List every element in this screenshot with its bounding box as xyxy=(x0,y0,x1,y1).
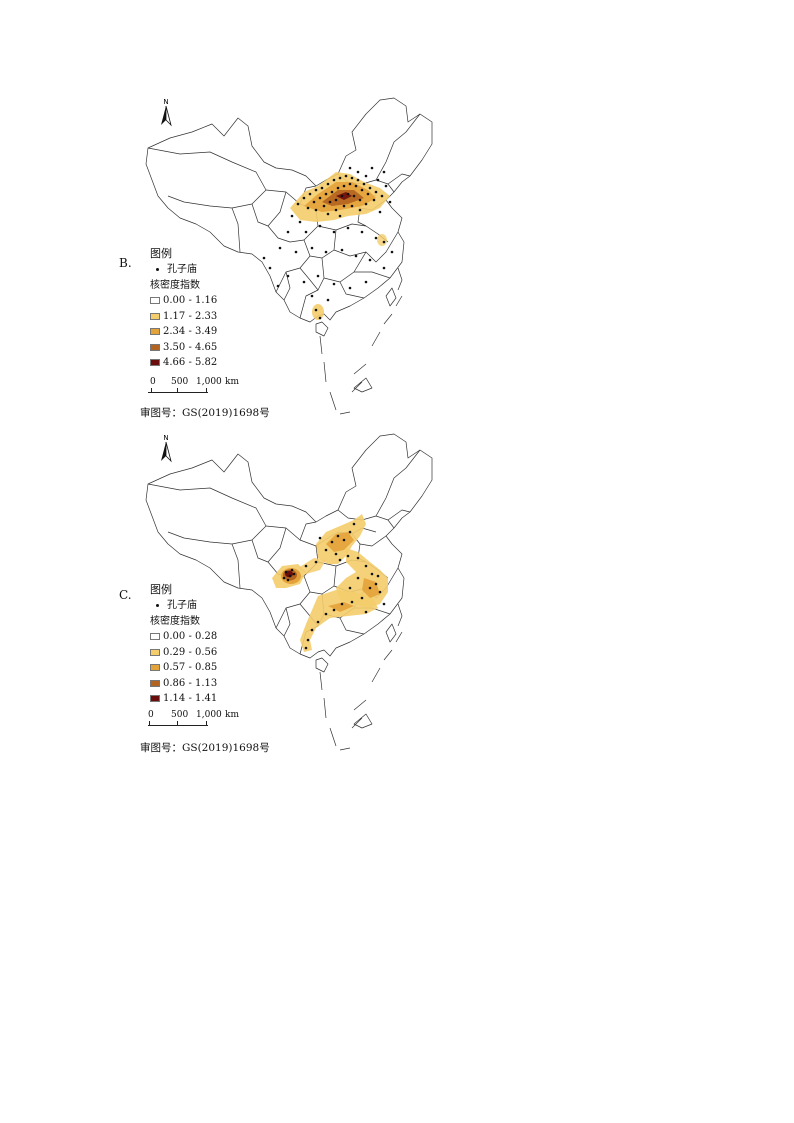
legend-class-range: 0.00 - 1.16 xyxy=(163,295,218,307)
panel-label: B. xyxy=(119,256,132,270)
legend-swatch xyxy=(150,359,160,367)
scale-tick-label: 1,000 xyxy=(196,377,222,387)
legend-point-entry: 孔子庙 xyxy=(150,262,217,278)
legend-swatch xyxy=(150,312,160,320)
legend-title: 图例 xyxy=(150,247,172,260)
confucius-temple-points-b xyxy=(262,166,394,320)
confucius-temple-points-c xyxy=(282,522,386,650)
panel-label: C. xyxy=(119,588,132,602)
legend-class-range: 4.66 - 5.82 xyxy=(163,357,218,369)
legend-point-label: 孔子庙 xyxy=(167,600,197,612)
legend-class-range: 0.57 - 0.85 xyxy=(163,662,218,674)
scale-bar: 0 500 1,000 km xyxy=(148,710,268,726)
legend-class: 0.00 - 1.16 xyxy=(150,293,217,309)
legend-swatch xyxy=(150,679,160,687)
legend-class-range: 0.86 - 1.13 xyxy=(163,677,218,689)
legend-swatch xyxy=(150,297,160,305)
legend-point-entry: 孔子庙 xyxy=(150,598,217,614)
legend-swatch xyxy=(150,648,160,656)
legend-class-range: 0.00 - 0.28 xyxy=(163,631,218,643)
point-symbol-icon xyxy=(156,604,159,608)
legend-density-title: 核密度指数 xyxy=(150,279,200,291)
legend-swatch xyxy=(150,343,160,351)
scale-tick-label: 0 xyxy=(150,377,156,387)
china-map-b: N xyxy=(145,97,433,415)
legend-class: 0.00 - 0.28 xyxy=(150,629,217,645)
north-arrow: N xyxy=(161,434,172,463)
kde-hotspots-b xyxy=(290,172,390,320)
legend-swatch xyxy=(150,633,160,641)
legend-class-range: 0.29 - 0.56 xyxy=(163,646,218,658)
legend-class: 0.86 - 1.13 xyxy=(150,676,217,692)
legend-density-title: 核密度指数 xyxy=(150,615,200,627)
map-panel-b: N xyxy=(0,92,794,432)
legend-class: 4.66 - 5.82 xyxy=(150,355,217,371)
north-label: N xyxy=(163,434,168,442)
kde-hotspots-c xyxy=(272,514,388,652)
legend-class-range: 1.17 - 2.33 xyxy=(163,310,218,322)
legend-swatch xyxy=(150,328,160,336)
legend-point-label: 孔子庙 xyxy=(167,264,197,276)
legend-class: 1.17 - 2.33 xyxy=(150,309,217,325)
legend-class: 0.29 - 0.56 xyxy=(150,645,217,661)
legend-class: 3.50 - 4.65 xyxy=(150,340,217,356)
legend: 图例 孔子庙 核密度指数 0.00 - 1.16 1.17 - 2.33 2.3… xyxy=(150,246,217,371)
map-review-number: 审图号：GS(2019)1698号 xyxy=(140,407,270,419)
scale-tick-label: 500 xyxy=(171,377,189,387)
legend-swatch xyxy=(150,695,160,703)
scale-tick-label: 500 xyxy=(171,710,189,720)
legend-class-range: 1.14 - 1.41 xyxy=(163,693,218,705)
map-panel-c: N xyxy=(0,428,794,768)
legend-class: 2.34 - 3.49 xyxy=(150,324,217,340)
scale-bar: 0 500 1,000 km xyxy=(148,377,268,393)
legend-class: 1.14 - 1.41 xyxy=(150,691,217,707)
scale-tick-label: 1,000 xyxy=(196,710,222,720)
legend-swatch xyxy=(150,664,160,672)
legend-title: 图例 xyxy=(150,583,172,596)
scale-unit: km xyxy=(225,377,239,387)
north-label: N xyxy=(163,98,168,106)
legend-class-range: 3.50 - 4.65 xyxy=(163,341,218,353)
legend: 图例 孔子庙 核密度指数 0.00 - 0.28 0.29 - 0.56 0.5… xyxy=(150,582,217,707)
legend-class-range: 2.34 - 3.49 xyxy=(163,326,218,338)
point-symbol-icon xyxy=(156,268,159,272)
north-arrow: N xyxy=(161,98,172,127)
china-map-c: N xyxy=(145,433,433,751)
scale-unit: km xyxy=(225,710,239,720)
scale-tick-label: 0 xyxy=(148,710,154,720)
map-review-number: 审图号：GS(2019)1698号 xyxy=(140,742,270,754)
legend-class: 0.57 - 0.85 xyxy=(150,660,217,676)
